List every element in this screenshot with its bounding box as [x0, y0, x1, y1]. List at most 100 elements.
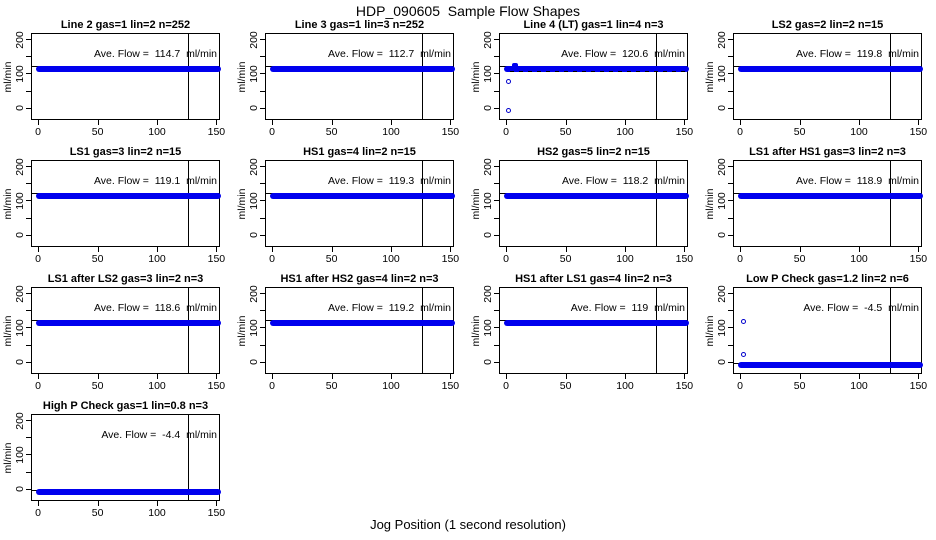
y-tick — [494, 217, 499, 219]
x-tick — [625, 120, 626, 125]
x-tick — [684, 247, 686, 252]
y-tick-label: 100 — [14, 65, 26, 83]
x-tick-label: 50 — [559, 380, 572, 392]
x-tick — [38, 120, 40, 125]
y-tick — [494, 200, 499, 202]
x-tick-label: 150 — [909, 126, 928, 138]
subplot-title: Low P Check gas=1.2 lin=2 n=6 — [746, 273, 909, 285]
y-unit-label: ml/min — [236, 61, 248, 92]
outlier-point — [505, 79, 511, 85]
x-tick — [216, 374, 218, 379]
x-tick — [565, 120, 567, 125]
avg-flow-annotation: Ave. Flow = 114.7 ml/min — [93, 48, 217, 60]
y-tick — [260, 344, 265, 346]
y-tick-label: 0 — [482, 359, 494, 366]
x-tick — [450, 120, 452, 125]
flow-noise-dashes — [509, 71, 686, 73]
subplot-9: LS1 after LS2 gas=3 lin=2 n=3 ml/min Ave. … — [0, 272, 234, 399]
y-tick-label: 0 — [716, 359, 728, 366]
y-tick-label: 0 — [14, 232, 26, 239]
y-tick-label: 200 — [248, 31, 260, 49]
plot-area: Ave. Flow = 114.7 ml/min — [31, 33, 221, 120]
page-title: HDP_090605 Sample Flow Shapes — [355, 3, 581, 19]
y-tick — [26, 488, 31, 490]
y-tick-label: 100 — [14, 446, 26, 464]
x-tick-label: 0 — [35, 126, 42, 138]
subplot-grid: Line 2 gas=1 lin=2 n=252 ml/min Ave. Flow … — [0, 18, 936, 526]
x-tick — [450, 247, 452, 252]
y-tick-label: 200 — [482, 31, 494, 49]
y-tick — [728, 327, 733, 329]
y-tick-label: 0 — [248, 105, 260, 112]
flow-band — [738, 362, 923, 368]
subplot-10: HS1 after HS2 gas=4 lin=2 n=3 ml/min Ave. … — [234, 272, 468, 399]
y-tick-label: 100 — [716, 65, 728, 83]
x-tick-label: 0 — [35, 253, 42, 265]
flow-band — [36, 320, 221, 327]
y-tick-label: 100 — [716, 319, 728, 337]
y-tick — [728, 166, 733, 168]
y-tick — [26, 420, 31, 422]
subplot-title: Line 3 gas=1 lin=3 n=252 — [294, 19, 425, 31]
outlier-point — [505, 108, 511, 114]
x-tick-label: 50 — [793, 126, 806, 138]
subplot-7: HS2 gas=5 lin=2 n=15 ml/min Ave. Flow = 11… — [468, 145, 702, 272]
y-tick — [26, 454, 31, 456]
y-tick-label: 200 — [14, 285, 26, 303]
y-tick — [26, 200, 31, 202]
x-tick-label: 0 — [503, 126, 510, 138]
y-unit-label: ml/min — [704, 61, 716, 92]
x-tick-label: 100 — [616, 253, 634, 265]
subplot-6: HS1 gas=4 lin=2 n=15 ml/min Ave. Flow = 11… — [234, 145, 468, 272]
x-tick-label: 100 — [148, 380, 166, 392]
y-tick-label: 100 — [248, 65, 260, 83]
y-tick — [260, 166, 265, 168]
subplot-title: High P Check gas=1 lin=0.8 n=3 — [42, 400, 209, 412]
x-tick-label: 50 — [559, 253, 572, 265]
y-tick-label: 100 — [482, 319, 494, 337]
x-tick — [272, 120, 274, 125]
y-tick — [728, 107, 733, 109]
y-tick — [494, 73, 499, 75]
jog-marker-line — [187, 288, 189, 373]
flow-band — [36, 193, 221, 200]
x-tick — [625, 247, 626, 252]
subplot-title: Line 4 (LT) gas=1 lin=4 n=3 — [523, 19, 664, 31]
flow-band — [738, 193, 923, 200]
y-tick — [728, 293, 733, 295]
x-tick-label: 0 — [503, 253, 510, 265]
plot-area: Ave. Flow = 119.2 ml/min — [265, 287, 455, 374]
x-tick — [859, 120, 860, 125]
flow-band — [738, 66, 923, 73]
outlier-point — [741, 352, 746, 357]
x-tick-label: 150 — [207, 380, 226, 392]
x-tick — [684, 120, 686, 125]
x-tick-label: 0 — [737, 126, 744, 138]
x-tick-label: 150 — [441, 380, 460, 392]
x-tick-label: 0 — [503, 380, 510, 392]
jog-marker-line — [421, 288, 423, 373]
subplot-title: HS2 gas=5 lin=2 n=15 — [537, 146, 650, 158]
y-tick — [728, 39, 733, 41]
y-unit-label: ml/min — [236, 315, 248, 346]
y-tick — [728, 234, 733, 236]
y-tick-label: 0 — [248, 359, 260, 366]
y-tick-label: 200 — [248, 285, 260, 303]
y-tick — [26, 166, 31, 168]
plot-area: Ave. Flow = 112.7 ml/min — [265, 33, 455, 120]
y-tick — [494, 56, 499, 58]
y-tick — [26, 234, 31, 236]
x-tick-label: 100 — [148, 253, 166, 265]
x-tick — [506, 247, 508, 252]
plot-area: Ave. Flow = -4.5 ml/min — [733, 287, 923, 374]
y-tick — [26, 183, 31, 185]
y-tick-label: 0 — [14, 105, 26, 112]
flow-band-bump — [511, 63, 518, 69]
y-tick — [494, 166, 499, 168]
x-tick — [157, 120, 158, 125]
avg-flow-annotation: Ave. Flow = 119 ml/min — [570, 302, 685, 314]
y-tick — [260, 293, 265, 295]
y-tick — [260, 183, 265, 185]
plot-area: Ave. Flow = 119.8 ml/min — [733, 33, 923, 120]
y-unit-label: ml/min — [470, 188, 482, 219]
